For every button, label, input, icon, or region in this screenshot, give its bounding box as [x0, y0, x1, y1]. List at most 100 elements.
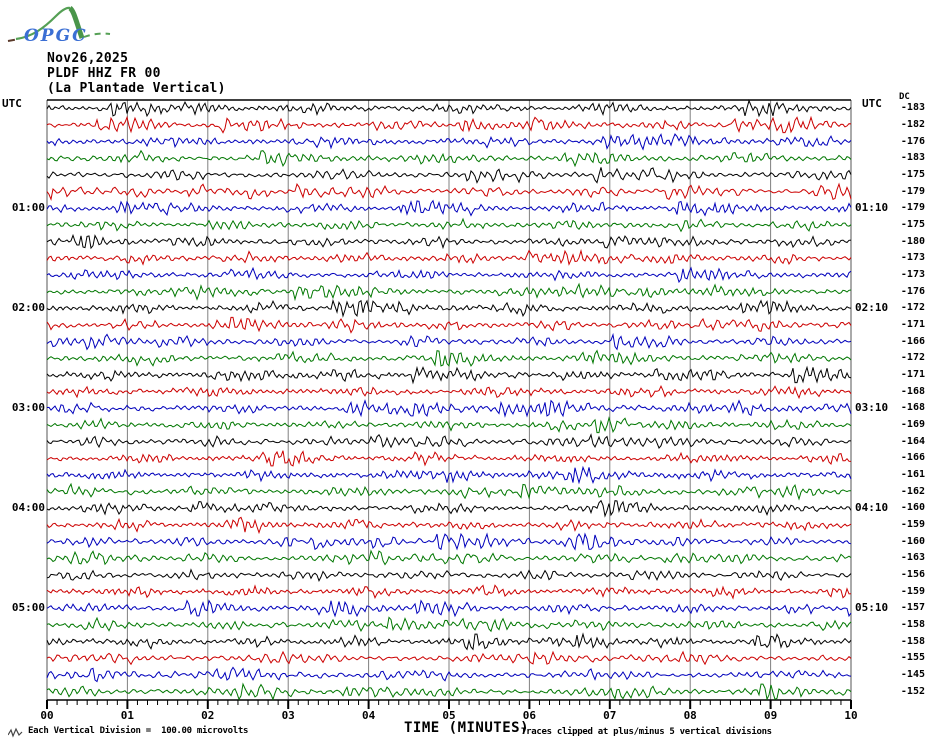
x-tick-label: 00 — [40, 709, 54, 722]
seismo-trace-0550 — [46, 682, 852, 701]
x-tick-label: 06 — [522, 709, 537, 722]
seismo-trace-0140 — [46, 266, 852, 284]
x-tick-label: 04 — [361, 709, 376, 722]
seismo-trace-0250 — [46, 385, 852, 400]
seismo-trace-0400 — [46, 499, 852, 518]
dc-value-label: -176 — [900, 136, 925, 147]
seismo-trace-0430 — [46, 549, 852, 566]
dc-value-label: -176 — [900, 286, 925, 297]
dc-value-label: -175 — [900, 169, 925, 180]
dc-value-label: -169 — [900, 419, 925, 430]
utc-right-header: UTC — [862, 97, 882, 110]
dc-value-label: -180 — [900, 236, 925, 247]
seismo-trace-0050 — [46, 182, 852, 202]
dc-value-label: -161 — [900, 469, 925, 480]
dc-value-label: -183 — [900, 152, 925, 163]
seismo-trace-0410 — [46, 516, 852, 535]
dc-value-label: -145 — [900, 669, 925, 680]
seismo-mark-icon — [8, 727, 23, 738]
x-tick-label: 05 — [442, 709, 456, 722]
seismo-trace-0540 — [46, 666, 852, 683]
seismo-trace-0340 — [46, 465, 852, 485]
dc-value-label: -168 — [900, 402, 925, 413]
x-tick-label: 01 — [120, 709, 135, 722]
utc-right-label: 01:10 — [855, 201, 889, 214]
dc-value-label: -173 — [900, 252, 925, 263]
seismo-trace-0200 — [46, 298, 852, 318]
seismo-trace-0130 — [46, 248, 852, 266]
x-tick-label: 03 — [281, 709, 295, 722]
x-tick-label: 08 — [683, 709, 697, 722]
seismo-trace-0030 — [46, 149, 852, 168]
seismo-trace-0310 — [46, 416, 852, 434]
seismo-trace-0300 — [46, 399, 852, 418]
dc-column-header: DC — [899, 92, 910, 102]
seismo-trace-0500 — [46, 599, 852, 618]
dc-value-label: -160 — [900, 536, 925, 547]
station-code-label: PLDF HHZ FR 00 — [47, 66, 161, 81]
dc-value-label: -166 — [900, 452, 925, 463]
seismo-trace-0520 — [46, 632, 852, 651]
seismo-trace-0010 — [46, 115, 852, 134]
dc-value-label: -168 — [900, 386, 925, 397]
dc-value-label: -172 — [900, 302, 925, 313]
seismo-trace-0110 — [46, 217, 852, 233]
clip-note: Traces clipped at plus/minus 5 vertical … — [521, 727, 772, 737]
x-tick-label: 09 — [763, 709, 778, 722]
seismo-trace-0220 — [46, 332, 852, 351]
x-tick-label: 10 — [844, 709, 858, 722]
dc-value-label: -158 — [900, 619, 925, 630]
utc-right-label: 03:10 — [855, 401, 889, 414]
dc-value-label: -156 — [900, 569, 925, 580]
seismo-trace-0040 — [46, 167, 852, 184]
utc-left-label: 02:00 — [11, 301, 45, 314]
seismo-trace-0330 — [46, 450, 852, 467]
seismo-trace-0120 — [46, 233, 852, 250]
seismo-trace-0450 — [46, 584, 852, 600]
dc-value-label: -183 — [900, 102, 925, 113]
date-label: Nov26,2025 — [47, 51, 129, 66]
dc-value-label: -171 — [900, 369, 925, 380]
dc-value-label: -159 — [900, 519, 925, 530]
dc-value-label: -155 — [900, 652, 925, 663]
utc-left-label: 04:00 — [11, 501, 45, 514]
dc-value-label: -159 — [900, 586, 925, 597]
x-tick-label: 07 — [603, 709, 617, 722]
dc-value-label: -172 — [900, 352, 925, 363]
seismo-trace-0000 — [46, 99, 852, 118]
seismo-trace-0510 — [46, 616, 852, 633]
dc-value-label: -182 — [900, 119, 925, 130]
dc-value-label: -163 — [900, 552, 925, 563]
dc-value-label: -179 — [900, 186, 925, 197]
seismo-trace-0100 — [46, 199, 852, 217]
seismo-trace-0350 — [46, 482, 852, 501]
utc-left-header: UTC — [2, 97, 22, 110]
x-axis-title: TIME (MINUTES) — [404, 720, 530, 736]
dc-value-label: -157 — [900, 602, 925, 613]
seismo-trace-0230 — [46, 349, 852, 368]
dc-value-label: -152 — [900, 686, 925, 697]
x-tick-label: 02 — [201, 709, 215, 722]
scale-note: Each Vertical Division = 100.00 microvol… — [28, 726, 249, 736]
seismo-trace-0440 — [46, 568, 852, 582]
opgc-logo: OPGC — [6, 2, 118, 50]
dc-value-label: -166 — [900, 336, 925, 347]
dc-value-label: -162 — [900, 486, 925, 497]
seismo-trace-0150 — [46, 282, 852, 302]
utc-left-label: 01:00 — [11, 201, 45, 214]
seismo-trace-0240 — [46, 365, 852, 385]
dc-value-label: -179 — [900, 202, 925, 213]
seismo-trace-0320 — [46, 433, 852, 449]
utc-left-label: 03:00 — [11, 401, 45, 414]
dc-value-label: -171 — [900, 319, 925, 330]
utc-right-label: 05:10 — [855, 601, 889, 614]
dc-value-label: -160 — [900, 502, 925, 513]
dc-value-label: -164 — [900, 436, 925, 447]
dc-value-label: -175 — [900, 219, 925, 230]
utc-left-label: 05:00 — [11, 601, 45, 614]
seismo-trace-0210 — [46, 316, 852, 334]
utc-right-label: 04:10 — [855, 501, 889, 514]
station-name-label: (La Plantade Vertical) — [47, 81, 226, 96]
